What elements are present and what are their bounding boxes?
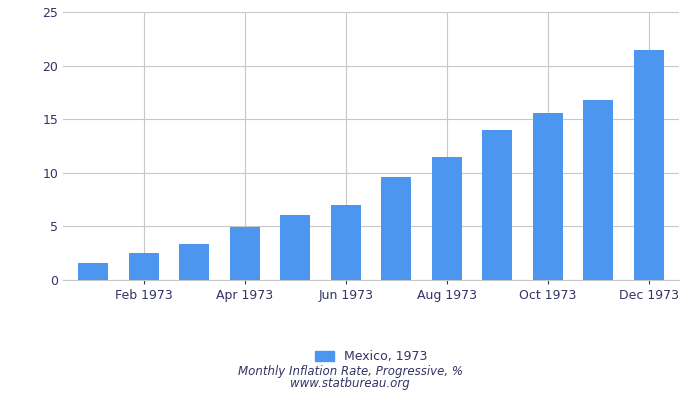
Legend: Mexico, 1973: Mexico, 1973 (310, 345, 432, 368)
Bar (482, 130, 512, 280)
Bar (381, 177, 412, 280)
Bar (330, 206, 361, 280)
Bar (129, 253, 159, 280)
Bar (432, 157, 462, 280)
Bar (533, 113, 563, 280)
Bar (230, 227, 260, 280)
Text: www.statbureau.org: www.statbureau.org (290, 378, 410, 390)
Bar (179, 244, 209, 280)
Bar (280, 215, 310, 280)
Bar (583, 100, 613, 280)
Text: Monthly Inflation Rate, Progressive, %: Monthly Inflation Rate, Progressive, % (237, 366, 463, 378)
Bar (634, 50, 664, 280)
Bar (78, 263, 108, 280)
